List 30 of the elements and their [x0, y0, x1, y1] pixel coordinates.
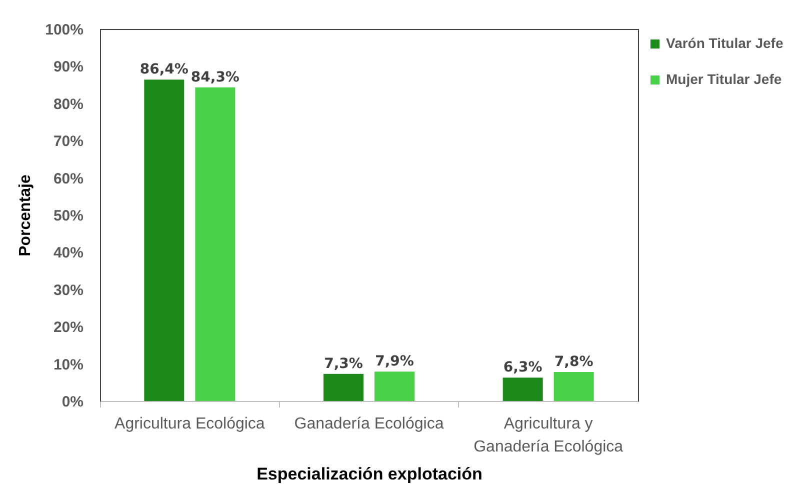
bar	[554, 372, 594, 401]
y-axis-title: Porcentaje	[17, 174, 34, 256]
bar	[195, 87, 236, 401]
y-tick-label: 0%	[62, 394, 84, 410]
x-tick-label: Ganadería Ecológica	[294, 416, 444, 432]
data-label: 6,3%	[503, 360, 542, 376]
y-tick-label: 30%	[53, 282, 84, 299]
x-tick-label: Agricultura y Ganadería Ecológica	[474, 416, 624, 456]
data-label: 7,9%	[375, 354, 414, 370]
data-label: 7,8%	[554, 354, 594, 370]
y-tick-label: 100%	[45, 22, 84, 38]
data-label: 86,4%	[140, 62, 188, 78]
y-tick-label: 60%	[53, 170, 84, 188]
bar	[324, 374, 364, 401]
bar	[374, 372, 414, 401]
y-tick-label: 50%	[53, 208, 84, 224]
y-tick-label: 20%	[53, 319, 84, 336]
y-tick-label: 70%	[53, 133, 84, 150]
data-label: 84,3%	[190, 69, 240, 86]
x-axis-title: Especialización explotación	[256, 464, 482, 484]
legend-label: Varón Titular Jefe	[666, 35, 784, 51]
bar	[502, 378, 543, 401]
data-label: 7,3%	[324, 356, 363, 372]
x-tick-label: Agricultura Ecológica	[114, 416, 265, 432]
y-tick-label: 40%	[53, 244, 84, 262]
bar	[144, 80, 184, 401]
y-tick-label: 10%	[53, 356, 84, 374]
y-tick-label: 90%	[53, 58, 84, 76]
legend-label: Mujer Titular Jefe	[666, 71, 782, 87]
y-tick-label: 80%	[53, 96, 84, 113]
